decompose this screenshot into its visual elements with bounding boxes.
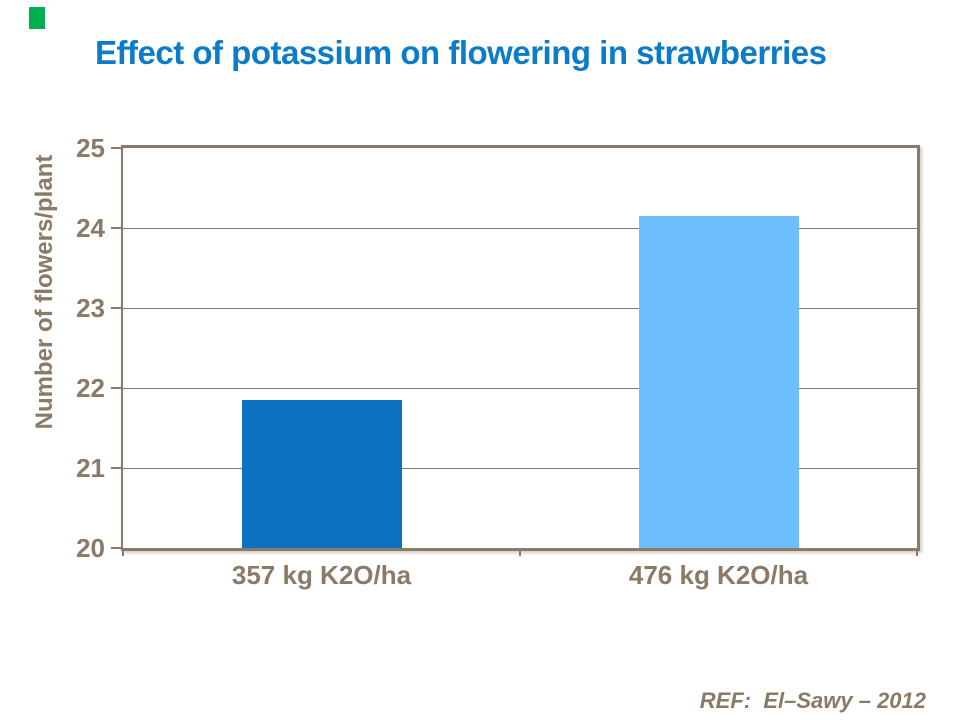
- chart-bar: [241, 400, 402, 548]
- plot-area: 20 21 22 23 24 25 357 kg K2O/ha 476 kg K2O/ha: [76, 135, 920, 590]
- gridline: [123, 468, 917, 469]
- y-axis-tick: [111, 227, 121, 229]
- x-axis-tick: [519, 548, 521, 556]
- y-axis-tick: [111, 387, 121, 389]
- y-axis-tick: [111, 307, 121, 309]
- x-axis-tick: [122, 548, 124, 556]
- reference-text: REF: El–Sawy – 2012: [699, 688, 926, 713]
- gridline: [123, 388, 917, 389]
- y-tick-label: 20: [76, 533, 105, 563]
- x-axis-tick: [916, 548, 918, 556]
- y-axis-tick: [111, 547, 121, 549]
- gridline: [123, 308, 917, 309]
- y-axis-tick: [111, 467, 121, 469]
- y-axis-tick: [111, 147, 121, 149]
- y-tick-label: 24: [76, 213, 105, 243]
- y-tick-label: 22: [76, 373, 105, 403]
- chart-bar: [638, 216, 799, 548]
- y-tick-label: 23: [76, 293, 105, 323]
- chart-title: Effect of potassium on flowering in stra…: [95, 34, 827, 71]
- green-accent-rect: [29, 7, 45, 29]
- x-category-label: 476 kg K2O/ha: [628, 560, 809, 590]
- gridline: [123, 228, 917, 229]
- y-tick-label: 21: [76, 453, 105, 483]
- x-category-label: 357 kg K2O/ha: [231, 560, 412, 590]
- y-tick-label: 25: [76, 133, 105, 163]
